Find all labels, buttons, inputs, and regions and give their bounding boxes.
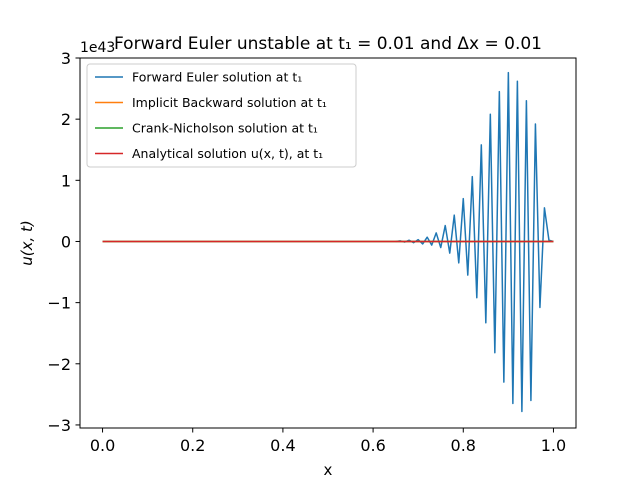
series-line-0 xyxy=(395,71,554,413)
legend-label-0: Forward Euler solution at t₁ xyxy=(132,70,302,85)
x-tick-label: 0.6 xyxy=(360,436,385,455)
chart-title: Forward Euler unstable at t₁ = 0.01 and … xyxy=(114,34,542,54)
plot-lines xyxy=(102,71,554,413)
y-tick-label: 3 xyxy=(61,49,71,68)
y-tick-label: −3 xyxy=(47,416,71,435)
plot-frame xyxy=(79,57,577,429)
legend-label-1: Implicit Backward solution at t₁ xyxy=(132,95,327,110)
y-axis-label: u(x, t) xyxy=(18,220,36,266)
x-tick-label: 1.0 xyxy=(541,436,566,455)
x-tick-label: 0.2 xyxy=(180,436,205,455)
x-tick-label: 0.0 xyxy=(90,436,115,455)
y-tick-label: −2 xyxy=(47,355,71,374)
y-tick-label: 0 xyxy=(61,232,71,251)
axis-ticks: 0.0 0.2 0.4 0.6 0.8 1.0 3 2 1 0 −1 −2 −3 xyxy=(47,49,566,455)
y-offset-text: 1e43 xyxy=(80,40,115,56)
legend-frame xyxy=(86,63,357,168)
y-tick-label: −1 xyxy=(47,294,71,313)
x-axis-label: x xyxy=(324,461,333,479)
legend-label-2: Crank-Nicholson solution at t₁ xyxy=(132,121,318,136)
legend: Forward Euler solution at t₁ Implicit Bac… xyxy=(86,63,357,168)
y-tick-label: 2 xyxy=(61,110,71,129)
y-tick-label: 1 xyxy=(61,171,71,190)
x-tick-label: 0.8 xyxy=(451,436,476,455)
legend-label-3: Analytical solution u(x, t), at t₁ xyxy=(132,146,323,161)
x-tick-label: 0.4 xyxy=(270,436,295,455)
